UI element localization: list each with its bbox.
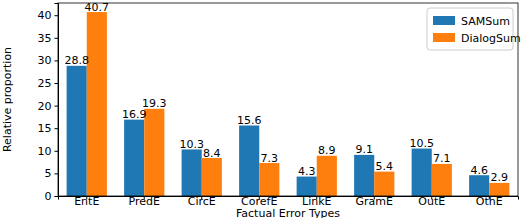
data-label: 7.1: [433, 152, 451, 165]
x-tick: OutE: [418, 195, 445, 208]
y-axis: 0 5 10 15 20 25 30 35 40: [38, 4, 59, 204]
bar: [182, 149, 202, 196]
bar: [259, 163, 279, 196]
y-tick: 10: [38, 145, 59, 158]
data-label: 4.3: [298, 165, 316, 178]
y-tick: 25: [38, 77, 59, 90]
x-tick-label: LinkE: [302, 195, 332, 208]
bar: [124, 120, 144, 196]
data-label: 8.9: [318, 144, 336, 157]
data-label: 7.3: [261, 152, 279, 165]
x-tick-label: PredE: [129, 195, 160, 208]
x-tick: EntE: [74, 195, 99, 208]
bar: [87, 12, 107, 196]
data-label: 10.3: [179, 138, 204, 151]
data-label: 28.8: [64, 54, 89, 67]
bar: [354, 155, 374, 196]
y-tick-label: 25: [38, 77, 52, 90]
y-tick: 40: [38, 9, 59, 22]
x-axis: EntE PredE CircE CorefE LinkE GramE OutE OthE: [59, 195, 519, 208]
data-label: 5.4: [376, 160, 394, 173]
x-axis-title: Factual Error Types: [236, 207, 340, 218]
y-tick-label: 15: [38, 122, 52, 135]
bar: [202, 158, 222, 196]
x-tick: LinkE: [302, 195, 332, 208]
bars: [67, 12, 510, 196]
data-label: 9.1: [355, 143, 373, 156]
bar: [67, 66, 87, 196]
bar-series: [87, 12, 510, 196]
y-tick: 15: [38, 122, 59, 135]
x-tick: PredE: [129, 195, 160, 208]
legend-item: SAMSum: [433, 15, 510, 28]
data-label: 4.6: [470, 164, 488, 177]
data-label: 8.4: [203, 147, 221, 160]
data-label: 19.3: [142, 97, 167, 110]
x-axis-line: [59, 197, 519, 200]
y-tick: 20: [38, 100, 59, 113]
y-tick-mark: [55, 128, 59, 129]
y-tick-label: 30: [38, 54, 52, 67]
bar-series: [67, 66, 490, 196]
plot-area: 28.816.910.315.64.39.110.54.640.719.38.4…: [38, 1, 521, 208]
x-tick: CircE: [188, 195, 216, 208]
bar: [297, 177, 317, 196]
x-tick-label: EntE: [74, 195, 99, 208]
y-tick-mark: [55, 151, 59, 152]
bar: [239, 125, 259, 196]
data-label: 2.9: [491, 171, 509, 184]
legend-swatch: [433, 33, 455, 42]
y-tick-label: 20: [38, 100, 52, 113]
legend-item: DialogSum: [433, 32, 521, 45]
bar: [412, 149, 432, 196]
y-tick-mark: [55, 173, 59, 174]
legend-swatch: [433, 16, 455, 25]
y-tick-mark: [55, 38, 59, 39]
chart: 28.816.910.315.64.39.110.54.640.719.38.4…: [0, 0, 522, 218]
data-label: 40.7: [85, 1, 110, 14]
bar: [317, 156, 337, 196]
x-tick-label: OutE: [418, 195, 445, 208]
y-tick-mark: [55, 106, 59, 107]
data-label: 15.6: [237, 114, 262, 127]
bar: [432, 164, 452, 196]
x-tick: OthE: [476, 195, 503, 208]
legend-label: SAMSum: [461, 15, 510, 28]
legend: SAMSum DialogSum: [427, 8, 521, 50]
plot-frame: [58, 3, 518, 196]
y-axis-line: [55, 4, 59, 197]
x-tick-label: CorefE: [241, 195, 277, 208]
y-tick: 30: [38, 54, 59, 67]
y-tick-label: 0: [45, 190, 52, 203]
y-tick-label: 10: [38, 145, 52, 158]
x-tick: CorefE: [241, 195, 277, 208]
x-tick-label: CircE: [188, 195, 216, 208]
x-tick-label: GramE: [356, 195, 394, 208]
y-tick: 0: [45, 190, 59, 203]
data-label-series: 28.816.910.315.64.39.110.54.6: [64, 54, 488, 178]
bar: [469, 175, 489, 196]
x-tick-label: OthE: [476, 195, 503, 208]
y-tick-mark: [55, 83, 59, 84]
bar: [144, 109, 164, 196]
y-tick-label: 35: [38, 32, 52, 45]
y-axis-title: Relative proportion: [1, 47, 14, 152]
bar: [374, 172, 394, 196]
y-tick-mark: [55, 196, 59, 197]
data-label: 10.5: [409, 137, 434, 150]
y-tick: 35: [38, 32, 59, 45]
y-tick: 5: [45, 167, 59, 180]
y-tick-mark: [55, 60, 59, 61]
legend-label: DialogSum: [461, 32, 521, 45]
y-tick-mark: [55, 15, 59, 16]
y-tick-label: 40: [38, 9, 52, 22]
x-tick: GramE: [356, 195, 394, 208]
y-tick-label: 5: [45, 167, 52, 180]
